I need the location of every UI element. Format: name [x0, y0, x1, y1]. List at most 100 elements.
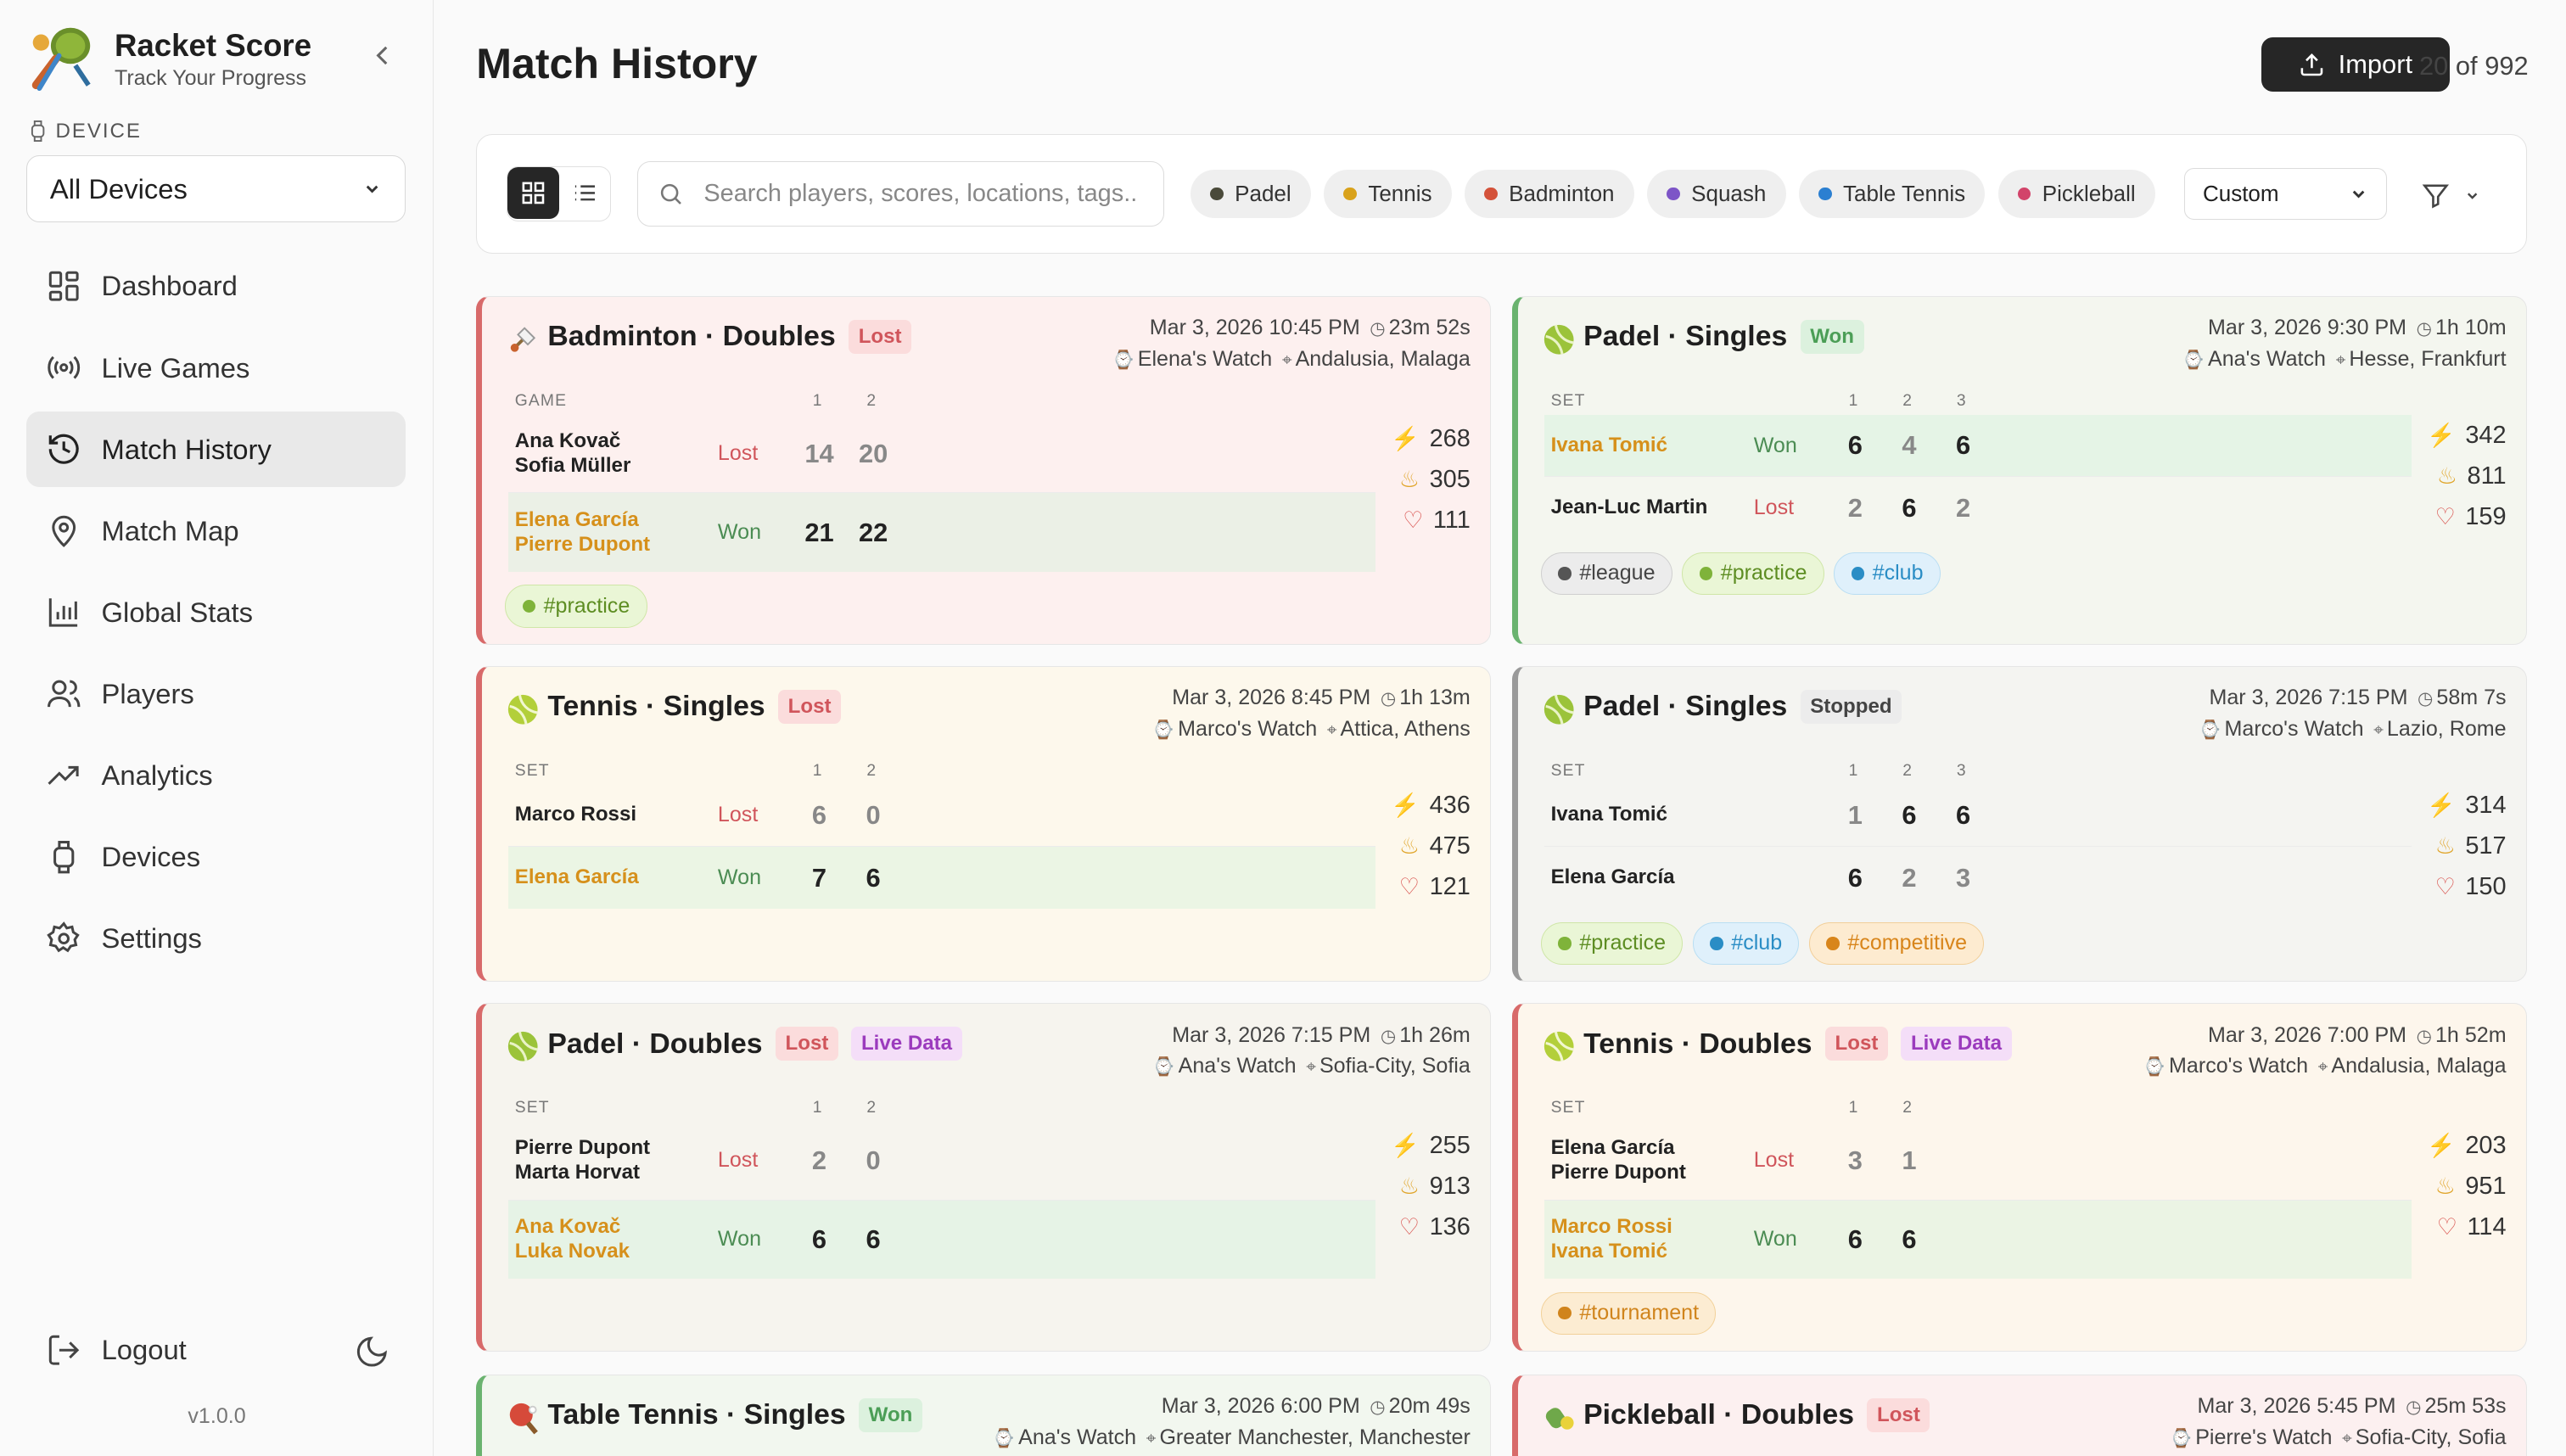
score-table: SET 1 2 Elena García Pierre Dupont Lost 3 1 Marc…: [1544, 1099, 2412, 1280]
stat-value: 203: [2465, 1131, 2507, 1159]
bar-chart-icon: [48, 598, 78, 628]
match-title: Badminton · Doubles Lost: [547, 320, 912, 354]
sport-chip-tennis[interactable]: Tennis: [1324, 169, 1452, 219]
score-column-label: SET: [514, 1099, 550, 1117]
stat-value: 475: [1429, 832, 1471, 860]
sport-chip-pickleball[interactable]: Pickleball: [1997, 169, 2155, 219]
tag-chip[interactable]: #club: [1692, 921, 1800, 965]
score-table-header: SET 1 2: [508, 762, 1375, 785]
status-badge: Stopped: [1800, 689, 1902, 724]
match-device-line: ⌚ Marco's Watch ⌖ Lazio, Rome: [2189, 714, 2506, 746]
trending-up-icon: [48, 766, 79, 786]
score-table-header: SET 1 2 3: [1544, 392, 2412, 415]
tag-label: #club: [1872, 561, 1924, 585]
sport-chip-squash[interactable]: Squash: [1647, 169, 1786, 219]
tag-chip[interactable]: #tournament: [1541, 1291, 1717, 1335]
match-duration: 23m 52s: [1388, 316, 1471, 340]
sidebar-item-analytics[interactable]: Analytics: [26, 737, 406, 813]
match-card[interactable]: Tennis · Singles Lost Mar 3, 2026 8:45 PM ◷…: [476, 665, 1491, 983]
team-result: Won: [717, 520, 762, 545]
match-watch: Ana's Watch: [1178, 1054, 1297, 1078]
tag-chip[interactable]: #league: [1541, 552, 1672, 596]
sport-chip-badminton[interactable]: Badminton: [1465, 169, 1634, 219]
device-select[interactable]: All Devices: [25, 155, 406, 223]
score-column-label: SET: [1550, 761, 1586, 780]
match-device-line: ⌚ Marco's Watch ⌖ Attica, Athens: [1142, 714, 1471, 746]
set-score: 6: [1847, 1224, 1863, 1254]
filter-button[interactable]: [2421, 181, 2479, 210]
match-card[interactable]: Tennis · Doubles Lost Live Data Mar 3, 2026…: [1512, 1003, 2527, 1352]
match-date: Mar 3, 2026 5:45 PM: [2197, 1394, 2396, 1419]
sidebar-item-dashboard[interactable]: Dashboard: [26, 249, 406, 324]
clock-icon: ◷: [1380, 1026, 1397, 1046]
stat-value: 255: [1429, 1131, 1471, 1159]
stat-value: 436: [1429, 791, 1471, 819]
match-date: Mar 3, 2026 6:00 PM: [1161, 1394, 1360, 1419]
sidebar-item-global-stats[interactable]: Global Stats: [26, 574, 406, 650]
match-title: Pickleball · Doubles Lost: [1583, 1398, 1930, 1432]
set-score: 6: [1902, 799, 1917, 830]
match-card[interactable]: Padel · Doubles Lost Live Data Mar 3, 2026 …: [476, 1003, 1491, 1352]
team-row: Ivana Tomić 1 6 6: [1544, 785, 2412, 848]
set-score: 0: [866, 1145, 881, 1175]
device-label-text: DEVICE: [55, 119, 142, 143]
watch-icon: ⌚: [1152, 1057, 1175, 1078]
tag-list: #league #practice #club: [1541, 552, 1941, 596]
import-button[interactable]: Import: [2261, 37, 2451, 92]
team-players: Ana Kovač Sofia Müller: [515, 429, 631, 479]
sidebar-item-settings[interactable]: Settings: [26, 900, 406, 976]
sport-chip-table-tennis[interactable]: Table Tennis: [1798, 169, 1986, 219]
match-meta: Mar 3, 2026 10:45 PM ◷ 23m 52s ⌚ Elena's Wat…: [1102, 313, 1471, 375]
match-datetime-line: Mar 3, 2026 10:45 PM ◷ 23m 52s: [1102, 313, 1471, 344]
tag-chip[interactable]: #competitive: [1809, 921, 1985, 965]
tag-chip[interactable]: #practice: [505, 585, 647, 628]
logout-button[interactable]: Logout: [46, 1332, 187, 1368]
stat-value: 121: [1429, 873, 1471, 901]
grid-view-button[interactable]: [507, 166, 559, 220]
score-table-header: SET 1 2: [508, 1099, 1375, 1122]
match-card[interactable]: Padel · Singles Stopped Mar 3, 2026 7:15 P…: [1512, 665, 2527, 983]
sort-select[interactable]: Custom: [2183, 167, 2387, 221]
match-card[interactable]: Badminton · Doubles Lost Mar 3, 2026 10:45…: [476, 296, 1491, 645]
stat-calories: ♨ 517: [2427, 826, 2507, 866]
table-tennis-icon: [510, 1403, 539, 1435]
stat-value: 150: [2465, 873, 2507, 901]
brand[interactable]: Racket Score Track Your Progress: [26, 23, 311, 95]
match-location: Andalusia, Malaga: [1295, 347, 1471, 372]
tag-chip[interactable]: #practice: [1682, 552, 1824, 596]
match-title-text: Padel · Singles: [1583, 320, 1788, 353]
match-datetime-line: Mar 3, 2026 8:45 PM ◷ 1h 13m: [1142, 683, 1471, 714]
team-players: Ana Kovač Luka Novak: [515, 1215, 630, 1264]
status-badge: Won: [1800, 320, 1864, 354]
team-result: Won: [1753, 1227, 1797, 1252]
team-players: Elena García Pierre Dupont: [515, 508, 650, 557]
score-column-number: 1: [1848, 1099, 1859, 1117]
score-column-number: 2: [866, 1099, 877, 1117]
list-view-button[interactable]: [559, 167, 611, 220]
match-watch: Marco's Watch: [2169, 1054, 2309, 1078]
match-duration: 20m 49s: [1388, 1394, 1471, 1419]
tag-chip[interactable]: #practice: [1541, 921, 1684, 965]
sidebar-item-devices[interactable]: Devices: [26, 819, 406, 894]
stat-value: 913: [1429, 1173, 1471, 1201]
sidebar-item-match-history[interactable]: Match History: [25, 412, 406, 487]
team-row: Elena García Pierre Dupont Won 21 22: [508, 493, 1376, 573]
sport-chip-padel[interactable]: Padel: [1191, 169, 1311, 219]
match-card[interactable]: Table Tennis · Singles Won Mar 3, 2026 6:0…: [476, 1375, 1491, 1456]
match-title: Tennis · Singles Lost: [547, 689, 842, 724]
match-card[interactable]: Padel · Singles Won Mar 3, 2026 9:30 PM ◷ 1h…: [1512, 296, 2527, 645]
sidebar-item-match-map[interactable]: Match Map: [26, 493, 406, 568]
match-stats: ⚡ 203 ♨ 951 ♡ 114: [2427, 1125, 2506, 1248]
tag-chip[interactable]: #club: [1834, 552, 1941, 596]
sidebar-item-live-games[interactable]: Live Games: [26, 330, 406, 406]
dark-mode-toggle-icon[interactable]: [354, 1334, 389, 1369]
score-column-number: 1: [812, 391, 823, 410]
chip-label: Pickleball: [2042, 181, 2136, 207]
heart-icon: ♡: [2434, 504, 2456, 530]
search-input[interactable]: [703, 180, 1138, 209]
sidebar-item-players[interactable]: Players: [26, 656, 406, 731]
stat-energy: ⚡ 268: [1391, 418, 1470, 459]
match-card[interactable]: Pickleball · Doubles Lost Mar 3, 2026 5:45…: [1512, 1375, 2527, 1456]
collapse-sidebar-icon[interactable]: [370, 42, 396, 69]
team-players: Ivana Tomić: [1551, 434, 1667, 458]
